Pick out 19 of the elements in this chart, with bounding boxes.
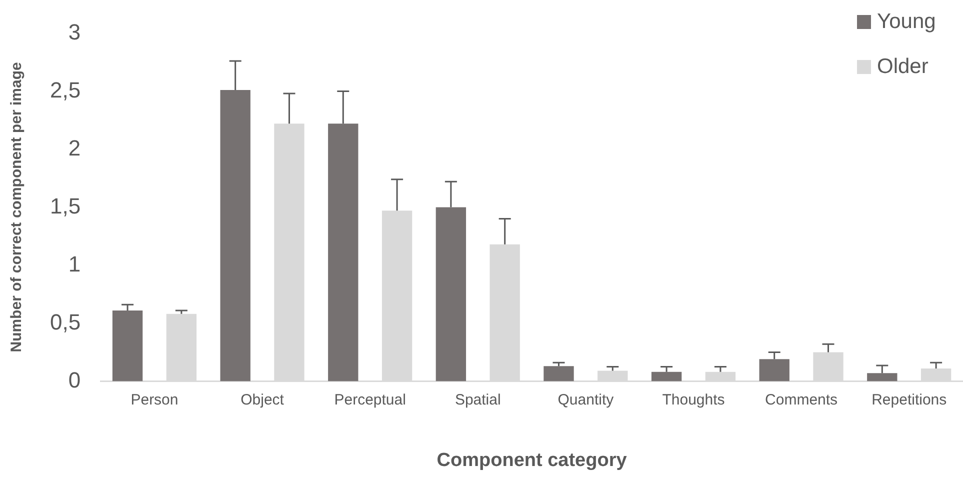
x-tick-label: Comments bbox=[765, 391, 838, 408]
x-tick-label: Thoughts bbox=[662, 391, 725, 408]
x-tick-label: Perceptual bbox=[334, 391, 406, 408]
x-tick-label: Spatial bbox=[454, 391, 501, 408]
y-tick-label: 0,5 bbox=[50, 309, 81, 334]
legend-label: Older bbox=[877, 54, 928, 78]
y-tick-label: 3 bbox=[68, 19, 81, 44]
y-axis-title: Number of correct component per image bbox=[8, 62, 26, 352]
x-axis-title: Component category bbox=[436, 450, 628, 471]
x-tick-label: Object bbox=[240, 391, 285, 408]
x-tick-label: Repetitions bbox=[872, 391, 947, 408]
legend-label: Young bbox=[877, 10, 936, 33]
y-tick-label: 1 bbox=[68, 251, 81, 276]
y-tick-label: 1,5 bbox=[50, 193, 81, 218]
y-tick-label: 0 bbox=[68, 367, 81, 392]
y-tick-label: 2,5 bbox=[50, 77, 81, 102]
x-tick-label: Person bbox=[130, 391, 178, 408]
y-tick-label: 2 bbox=[68, 135, 81, 160]
x-tick-label: Quantity bbox=[558, 391, 614, 408]
